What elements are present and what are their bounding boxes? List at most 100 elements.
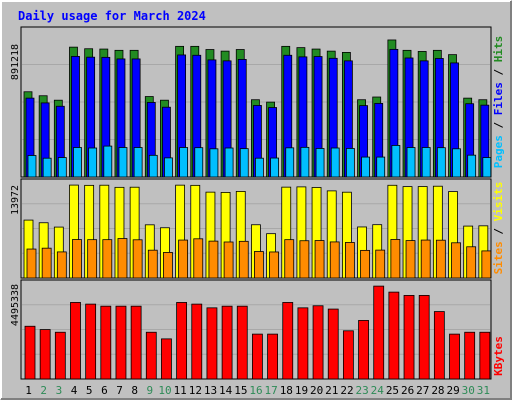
hits-files-pages-panel (20, 26, 492, 178)
day-label: 24 (371, 384, 385, 397)
sites-bar (344, 242, 355, 279)
pages-bar (436, 147, 446, 178)
legend-sites: Sites (492, 241, 505, 274)
pages-bar (194, 147, 204, 178)
day-label: 27 (416, 384, 429, 397)
sites-bar (390, 239, 401, 279)
kbytes-bar (282, 302, 294, 380)
sites-bar (466, 246, 477, 279)
sites-bar (117, 238, 128, 279)
day-label: 30 (462, 384, 475, 397)
pages-bar (467, 154, 477, 178)
pages-bar (255, 157, 264, 178)
day-label: 7 (116, 384, 123, 397)
pages-bar (179, 147, 189, 178)
top-max-label: 891218 (10, 44, 21, 80)
sites-bar (147, 249, 158, 279)
pages-bar (103, 145, 113, 178)
legend-hits: Hits (492, 36, 505, 63)
day-label: 20 (310, 384, 323, 397)
top-legend: Pages / Files / Hits (492, 36, 505, 169)
sites-bar (435, 239, 446, 279)
kbytes-bar (312, 305, 324, 380)
kbytes-bar (100, 305, 112, 380)
kbytes-bar (191, 303, 203, 380)
pages-bar (224, 147, 234, 178)
sites-bar (72, 239, 82, 279)
legend-separator: / (492, 115, 505, 135)
sites-bar (329, 241, 340, 279)
kbytes-bar (388, 291, 400, 380)
legend-separator: / (492, 62, 505, 82)
pages-bar (239, 148, 249, 178)
kbytes-bar (236, 305, 248, 380)
day-label: 31 (477, 384, 490, 397)
sites-bar (87, 239, 98, 279)
kbytes-bar (297, 307, 309, 380)
pages-bar (57, 157, 67, 178)
kbytes-bar (85, 303, 97, 380)
day-label: 25 (386, 384, 399, 397)
kbytes-bar (433, 311, 445, 380)
pages-bar (345, 148, 355, 178)
day-label: 17 (265, 384, 278, 397)
sites-bar (254, 251, 264, 279)
sites-bar (26, 248, 37, 279)
middle-legend: Sites / Visits (492, 182, 505, 275)
day-label: 13 (204, 384, 217, 397)
pages-bar (285, 147, 295, 178)
pages-bar (376, 156, 386, 178)
day-label: 16 (249, 384, 262, 397)
day-label: 26 (401, 384, 414, 397)
pages-bar (361, 156, 370, 178)
pages-bar (88, 147, 98, 178)
sites-bar (269, 251, 279, 279)
pages-bar (452, 148, 461, 178)
pages-bar (73, 147, 82, 178)
day-label: 21 (325, 384, 338, 397)
pages-bar (164, 157, 173, 178)
sites-bar (41, 247, 52, 279)
pages-bar (148, 154, 158, 178)
sites-bar (163, 252, 173, 279)
sites-bar (299, 240, 310, 279)
pages-bar (27, 155, 37, 178)
sites-bar (132, 239, 143, 279)
sites-bar (178, 239, 189, 279)
pages-bar (406, 147, 416, 178)
legend-text: Pages / Files / Hits (492, 36, 505, 169)
pages-bar (118, 147, 128, 178)
day-label: 22 (340, 384, 353, 397)
pages-bar (270, 157, 279, 178)
sites-bar (375, 249, 386, 279)
sites-bar (360, 249, 370, 279)
pages-bar (300, 146, 310, 178)
pages-bar (330, 147, 340, 178)
day-label: 4 (71, 384, 78, 397)
pages-bar (209, 148, 219, 178)
kbytes-bar (70, 302, 81, 380)
kbytes-bar (54, 331, 66, 380)
day-label: 28 (431, 384, 444, 397)
bottom-legend: KBytes (492, 336, 505, 376)
sites-bar (284, 239, 295, 279)
kbytes-bar (221, 305, 233, 380)
kbytes-bar (24, 325, 36, 380)
kbytes-bar (449, 333, 460, 380)
chart-title: Daily usage for March 2024 (18, 9, 206, 23)
sites-bar (56, 251, 67, 279)
sites-bar (102, 239, 113, 279)
kbytes-bar (418, 295, 430, 380)
kbytes-bar (176, 302, 188, 380)
kbytes-bar (115, 305, 127, 380)
day-label: 3 (56, 384, 63, 397)
day-label: 14 (219, 384, 233, 397)
legend-files: Files (492, 82, 505, 115)
bottom-max-label: 4495338 (10, 284, 21, 326)
visits-sites-panel (20, 178, 492, 279)
sites-bar (481, 250, 492, 279)
pages-bar (421, 147, 431, 178)
kbytes-bar (403, 295, 415, 380)
legend-text: Sites / Visits (492, 182, 505, 275)
